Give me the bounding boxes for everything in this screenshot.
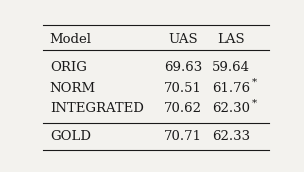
Text: 70.71: 70.71 [164,130,202,143]
Text: UAS: UAS [168,33,198,46]
Text: Model: Model [50,33,92,46]
Text: NORM: NORM [50,82,96,95]
Text: 69.63: 69.63 [164,61,202,74]
Text: *: * [252,98,257,107]
Text: 62.33: 62.33 [212,130,250,143]
Text: INTEGRATED: INTEGRATED [50,102,144,115]
Text: LAS: LAS [217,33,245,46]
Text: 70.51: 70.51 [164,82,202,95]
Text: ORIG: ORIG [50,61,87,74]
Text: 62.30: 62.30 [212,102,250,115]
Text: 61.76: 61.76 [212,82,250,95]
Text: GOLD: GOLD [50,130,91,143]
Text: *: * [252,78,257,87]
Text: 59.64: 59.64 [212,61,250,74]
Text: 70.62: 70.62 [164,102,202,115]
